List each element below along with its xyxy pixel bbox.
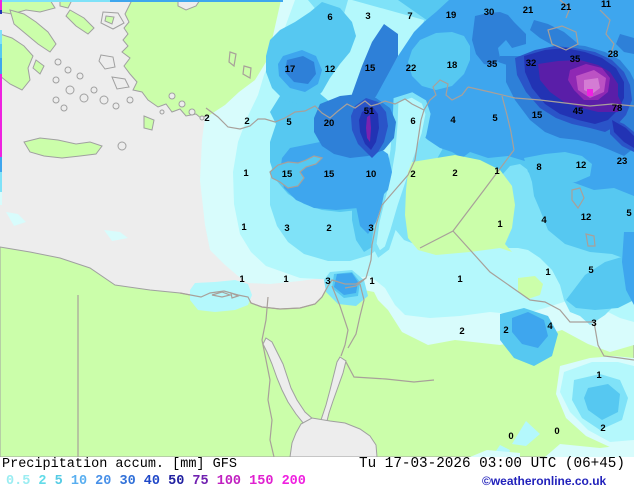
svg-text:51: 51 (364, 106, 375, 117)
svg-text:4: 4 (450, 115, 456, 126)
svg-text:32: 32 (526, 58, 537, 69)
svg-text:12: 12 (325, 64, 336, 75)
svg-text:2: 2 (503, 325, 508, 336)
svg-text:4: 4 (541, 215, 547, 226)
svg-text:2: 2 (452, 168, 457, 179)
svg-text:1: 1 (596, 370, 602, 381)
svg-text:2: 2 (410, 169, 415, 180)
svg-text:10: 10 (366, 169, 377, 180)
svg-text:3: 3 (284, 223, 289, 234)
svg-text:19: 19 (446, 10, 457, 21)
svg-text:1: 1 (457, 274, 463, 285)
svg-text:4: 4 (547, 321, 553, 332)
svg-text:2: 2 (600, 423, 605, 434)
svg-text:1: 1 (241, 222, 247, 233)
svg-text:28: 28 (608, 49, 619, 60)
svg-text:45: 45 (573, 106, 584, 117)
svg-text:3: 3 (591, 318, 596, 329)
svg-text:30: 30 (484, 7, 495, 18)
svg-text:5: 5 (286, 117, 292, 128)
svg-text:12: 12 (576, 160, 587, 171)
svg-text:6: 6 (327, 12, 332, 23)
svg-text:2: 2 (459, 326, 464, 337)
svg-text:18: 18 (447, 60, 458, 71)
svg-text:0: 0 (554, 426, 559, 437)
svg-text:2: 2 (244, 116, 249, 127)
svg-text:22: 22 (406, 63, 417, 74)
svg-text:23: 23 (617, 156, 628, 167)
svg-text:6: 6 (410, 116, 415, 127)
svg-text:5: 5 (626, 208, 632, 219)
svg-text:2: 2 (326, 223, 331, 234)
svg-text:1: 1 (497, 219, 503, 230)
svg-text:1: 1 (369, 276, 375, 287)
svg-text:2: 2 (204, 113, 209, 124)
svg-text:1: 1 (494, 166, 500, 177)
svg-text:15: 15 (282, 169, 293, 180)
svg-text:5: 5 (588, 265, 594, 276)
svg-text:15: 15 (365, 63, 376, 74)
svg-text:1: 1 (283, 274, 289, 285)
svg-text:0: 0 (508, 431, 513, 442)
svg-text:11: 11 (601, 0, 612, 10)
svg-text:3: 3 (325, 276, 330, 287)
svg-text:17: 17 (285, 64, 296, 75)
svg-text:20: 20 (324, 118, 335, 129)
svg-text:35: 35 (570, 54, 581, 65)
svg-text:21: 21 (561, 2, 572, 13)
svg-text:1: 1 (239, 274, 245, 285)
svg-text:15: 15 (324, 169, 335, 180)
svg-text:1: 1 (545, 267, 551, 278)
svg-text:21: 21 (523, 5, 534, 16)
svg-text:35: 35 (487, 59, 498, 70)
svg-text:3: 3 (365, 11, 370, 22)
svg-text:7: 7 (407, 11, 412, 22)
svg-text:1: 1 (243, 168, 249, 179)
svg-text:78: 78 (612, 103, 623, 114)
svg-text:12: 12 (581, 212, 592, 223)
svg-text:8: 8 (536, 162, 541, 173)
svg-text:15: 15 (532, 110, 543, 121)
svg-text:5: 5 (492, 113, 498, 124)
svg-text:3: 3 (368, 223, 373, 234)
